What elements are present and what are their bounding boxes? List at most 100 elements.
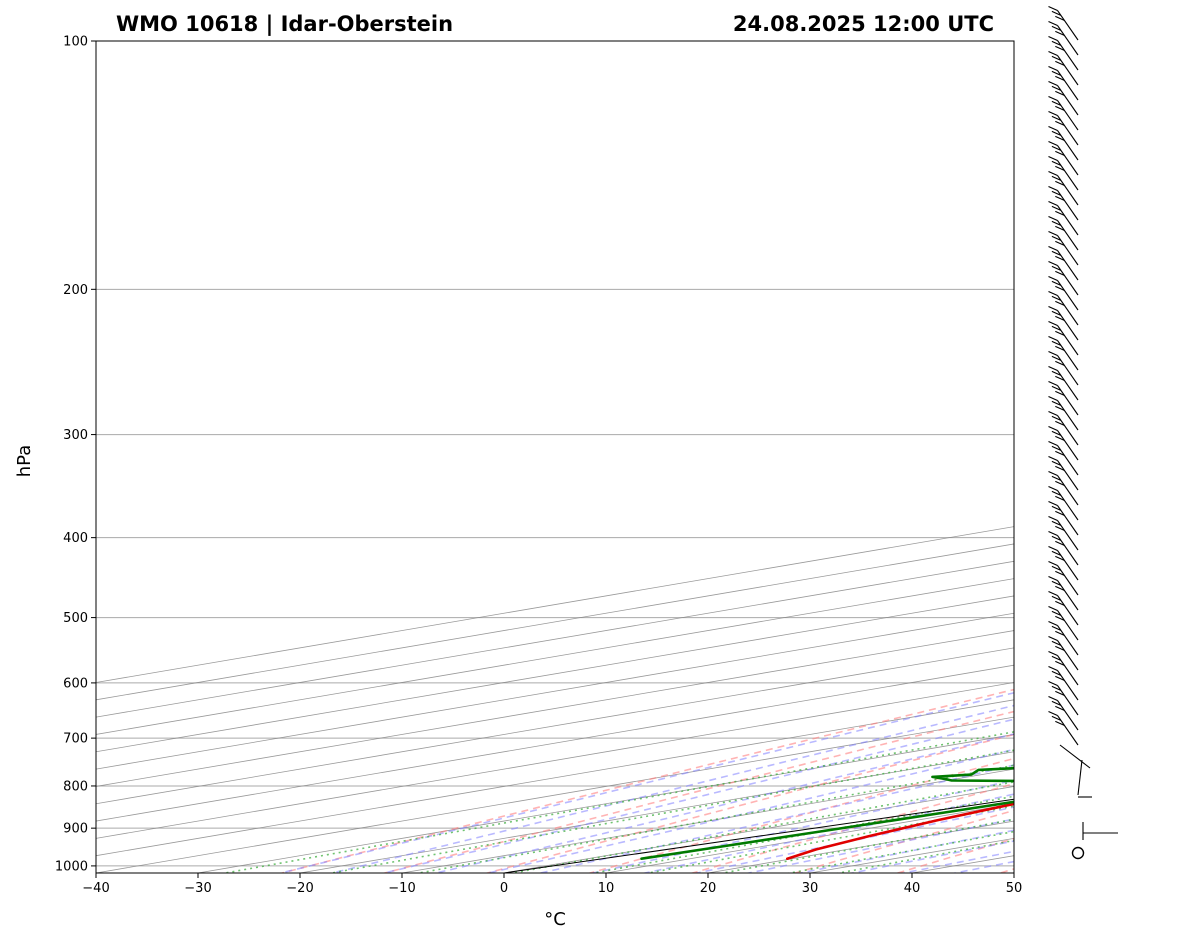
isotherm-line <box>96 578 1014 735</box>
x-axis: −40 −30 −20 −10 0 10 20 30 40 50 <box>82 873 1022 896</box>
wind-barb-feather <box>1048 665 1058 671</box>
wind-barb-feather <box>1055 15 1065 21</box>
isotherm-line <box>96 647 1014 805</box>
isotherm-line <box>197 734 1014 873</box>
wind-barb-feather <box>1055 480 1065 486</box>
wind-barb-feather <box>1055 495 1065 501</box>
wind-barb-feather <box>1051 220 1062 226</box>
wind-barb-feather <box>1055 600 1065 606</box>
wind-barb-feather <box>1055 150 1065 156</box>
wind-barb-feather <box>1048 50 1058 56</box>
dry-adiabat-line <box>792 809 1014 873</box>
wind-barb-feather <box>1051 550 1062 556</box>
isotherm-line <box>96 612 1014 770</box>
wind-barb-feather <box>1051 715 1062 721</box>
wind-barb-feather <box>1051 400 1062 406</box>
dry-adiabat-line <box>1173 59 1181 884</box>
y-axis-label: hPa <box>14 445 35 477</box>
wind-barb-feather <box>1048 215 1058 221</box>
y-tick-label: 700 <box>63 732 88 747</box>
x-tick-label: −20 <box>286 881 313 896</box>
wind-barb-feather <box>1055 315 1065 321</box>
wind-barb-feather <box>1055 420 1065 426</box>
wind-barb-feather <box>1051 175 1062 181</box>
wind-barb-feather <box>1055 225 1065 231</box>
wind-barb-feather <box>1051 520 1062 526</box>
wind-barb-feather <box>1048 590 1058 596</box>
parcel-profile-line <box>503 798 1014 873</box>
wind-barb-feather <box>1048 260 1058 266</box>
wind-barb-feather <box>1048 425 1058 431</box>
y-tick-label: 1000 <box>55 859 88 874</box>
wind-barb-feather <box>1048 155 1058 161</box>
wind-barb-feather <box>1055 660 1065 666</box>
wind-barb-feather <box>1048 35 1058 41</box>
wind-barb-shaft <box>1057 355 1079 386</box>
y-tick-label: 400 <box>63 531 88 546</box>
x-tick-label: −30 <box>184 881 211 896</box>
wind-barb-feather <box>1051 25 1062 31</box>
isotherm-line <box>96 716 1014 873</box>
wind-barb-feather <box>1055 705 1065 711</box>
wind-barb-feather <box>1055 570 1065 576</box>
wind-barb-feather <box>1051 445 1062 451</box>
wind-barb-feather <box>1051 580 1062 586</box>
wind-barb-feather <box>1051 160 1062 166</box>
wind-barb-feather <box>1055 240 1065 246</box>
y-axis: 100 200 300 400 500 600 700 800 900 1000 <box>55 35 96 874</box>
wind-barb-feather <box>1051 430 1062 436</box>
mixing-ratio-line <box>785 830 1014 873</box>
wind-barb-feather <box>1051 145 1062 151</box>
wind-barb-feather <box>1048 500 1058 506</box>
wind-barb-feather <box>1051 505 1062 511</box>
wind-barb-feather <box>1055 675 1065 681</box>
wind-barb-feather <box>1048 695 1058 701</box>
x-tick-label: −10 <box>388 881 415 896</box>
moist-adiabat-line <box>537 764 1014 873</box>
wind-barb-feather <box>1055 630 1065 636</box>
isotherm-line <box>1013 872 1014 873</box>
wind-barb-feather <box>1055 390 1065 396</box>
isotherm-line <box>96 699 1014 857</box>
wind-barb-feather <box>1055 375 1065 381</box>
wind-barb-feather <box>1048 230 1058 236</box>
wind-barb-shaft <box>1057 400 1079 431</box>
x-tick-label: 30 <box>802 881 819 896</box>
wind-barb-feather <box>1051 565 1062 571</box>
wind-barb-shaft <box>1057 340 1079 371</box>
isotherm-line <box>96 682 1014 839</box>
x-tick-label: 40 <box>904 881 921 896</box>
y-tick-label: 900 <box>63 822 88 837</box>
moist-adiabat-line <box>641 793 1014 873</box>
wind-barb-feather <box>1051 610 1062 616</box>
wind-barb-feather <box>1051 10 1062 16</box>
plot-frame <box>95 40 1015 874</box>
wind-barb-shaft <box>1057 415 1079 446</box>
wind-barb-feather <box>1048 620 1058 626</box>
wind-barb-shaft <box>1057 385 1079 416</box>
wind-barb-feather <box>1048 350 1058 356</box>
wind-barb-feather <box>1048 485 1058 491</box>
wind-barb-feather <box>1048 20 1058 26</box>
wind-barb-feather <box>1051 700 1062 706</box>
wind-barb-feather <box>1048 680 1058 686</box>
isotherm-line <box>96 664 1014 822</box>
wind-barb-feather <box>1055 435 1065 441</box>
wind-barb-feather <box>1055 60 1065 66</box>
wind-barb-feather <box>1051 370 1062 376</box>
wind-barb-feather <box>1051 55 1062 61</box>
wind-barb-feather <box>1048 185 1058 191</box>
wind-barb-shaft <box>1057 280 1079 311</box>
calm-wind-circle <box>1071 846 1085 860</box>
wind-barb-feather <box>1055 405 1065 411</box>
moist-adiabat-line <box>589 779 1014 873</box>
wind-barb-feather <box>1051 280 1062 286</box>
wind-barb-feather <box>1055 105 1065 111</box>
wind-barb-feather <box>1048 530 1058 536</box>
wind-barb-shaft <box>1057 310 1079 341</box>
y-tick-label: 100 <box>63 35 88 50</box>
wind-barb-feather <box>1055 45 1065 51</box>
wind-barb-feather <box>1051 625 1062 631</box>
isotherm-line <box>96 630 1014 787</box>
y-tick-label: 800 <box>63 779 88 794</box>
